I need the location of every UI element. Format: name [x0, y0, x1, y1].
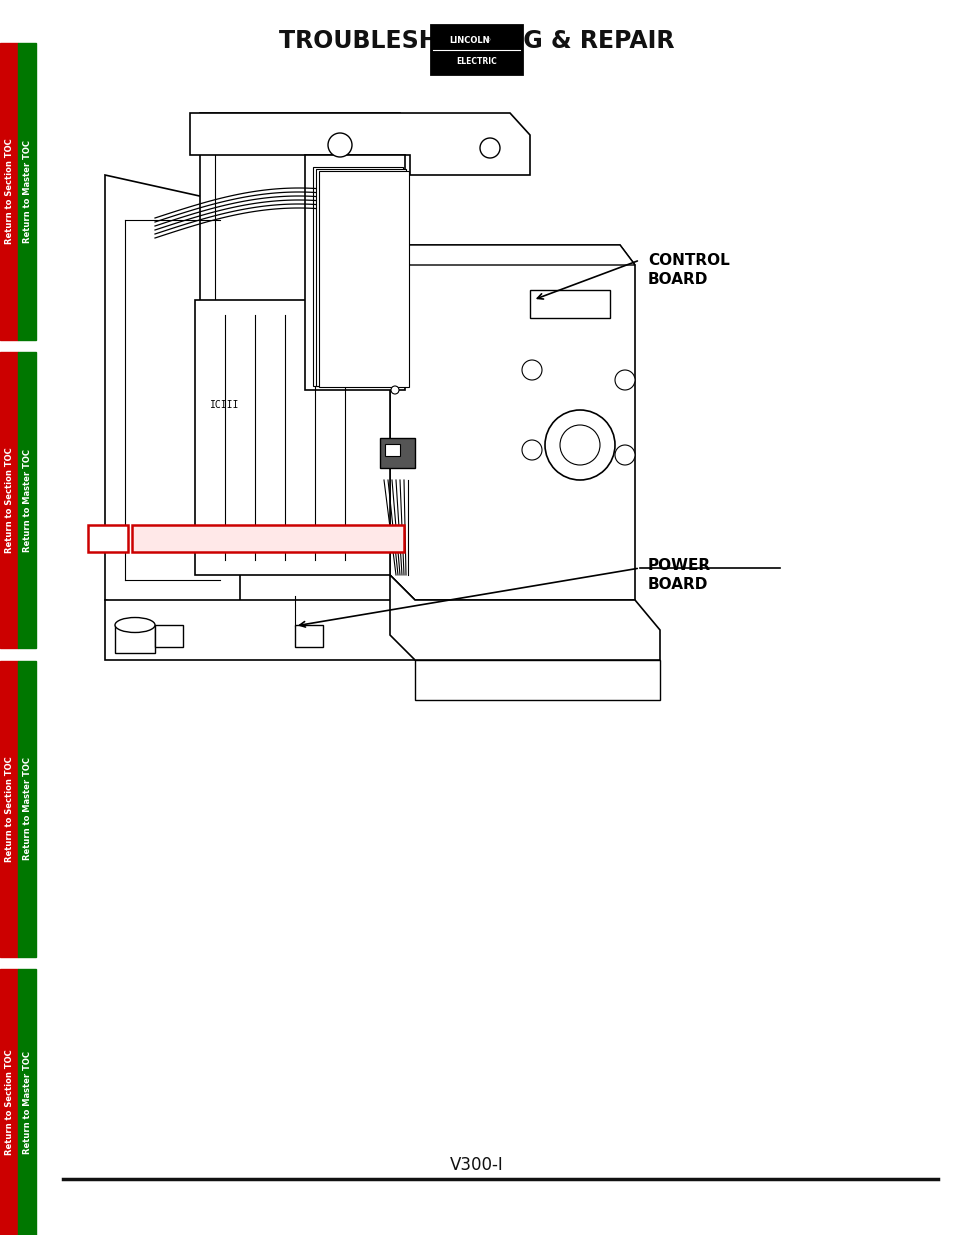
Polygon shape — [190, 112, 530, 175]
Text: Return to Master TOC: Return to Master TOC — [23, 757, 31, 861]
Polygon shape — [390, 576, 659, 659]
Text: ELECTRIC: ELECTRIC — [456, 57, 497, 67]
Bar — [154, 625, 183, 647]
Polygon shape — [315, 169, 406, 387]
Circle shape — [559, 425, 599, 466]
Text: ®: ® — [484, 38, 490, 43]
Text: Return to Section TOC: Return to Section TOC — [5, 447, 13, 553]
Text: TROUBLESHOOTING & REPAIR: TROUBLESHOOTING & REPAIR — [279, 28, 674, 53]
Polygon shape — [105, 175, 240, 630]
Text: V300-I: V300-I — [450, 1156, 503, 1173]
Text: CONTROL
BOARD: CONTROL BOARD — [647, 253, 729, 287]
Circle shape — [391, 387, 398, 394]
Polygon shape — [415, 659, 659, 700]
Text: POWER
BOARD: POWER BOARD — [647, 558, 710, 592]
Bar — [0, 352, 18, 648]
Text: Return to Master TOC: Return to Master TOC — [23, 140, 31, 243]
Polygon shape — [194, 300, 390, 576]
Circle shape — [328, 133, 352, 157]
Polygon shape — [318, 170, 409, 387]
Text: Return to Master TOC: Return to Master TOC — [23, 1051, 31, 1153]
Bar — [18, 43, 36, 340]
Text: Return to Section TOC: Return to Section TOC — [5, 756, 13, 862]
Circle shape — [521, 359, 541, 380]
Bar — [18, 661, 36, 957]
Bar — [0, 969, 18, 1235]
Bar — [132, 525, 403, 552]
Circle shape — [521, 440, 541, 459]
Text: LINCOLN: LINCOLN — [449, 36, 489, 44]
Circle shape — [615, 370, 635, 390]
Text: Return to Section TOC: Return to Section TOC — [5, 138, 13, 245]
Polygon shape — [390, 245, 635, 266]
Bar — [0, 661, 18, 957]
Text: Return to Master TOC: Return to Master TOC — [23, 448, 31, 552]
Bar — [18, 969, 36, 1235]
Bar — [294, 625, 323, 647]
Bar — [431, 25, 521, 74]
Ellipse shape — [115, 618, 154, 632]
Text: ICIII: ICIII — [210, 400, 239, 410]
Bar — [433, 27, 519, 72]
Bar — [379, 438, 415, 468]
Bar — [385, 445, 399, 456]
Bar — [0, 43, 18, 340]
Circle shape — [544, 410, 615, 480]
Circle shape — [615, 445, 635, 466]
Polygon shape — [200, 112, 399, 359]
Bar — [115, 625, 154, 653]
Circle shape — [479, 138, 499, 158]
Polygon shape — [305, 156, 405, 390]
Text: Return to Section TOC: Return to Section TOC — [5, 1050, 13, 1155]
Bar — [88, 525, 128, 552]
Polygon shape — [313, 167, 402, 385]
Bar — [530, 290, 609, 317]
Polygon shape — [390, 245, 635, 600]
Bar — [18, 352, 36, 648]
Polygon shape — [105, 600, 415, 659]
